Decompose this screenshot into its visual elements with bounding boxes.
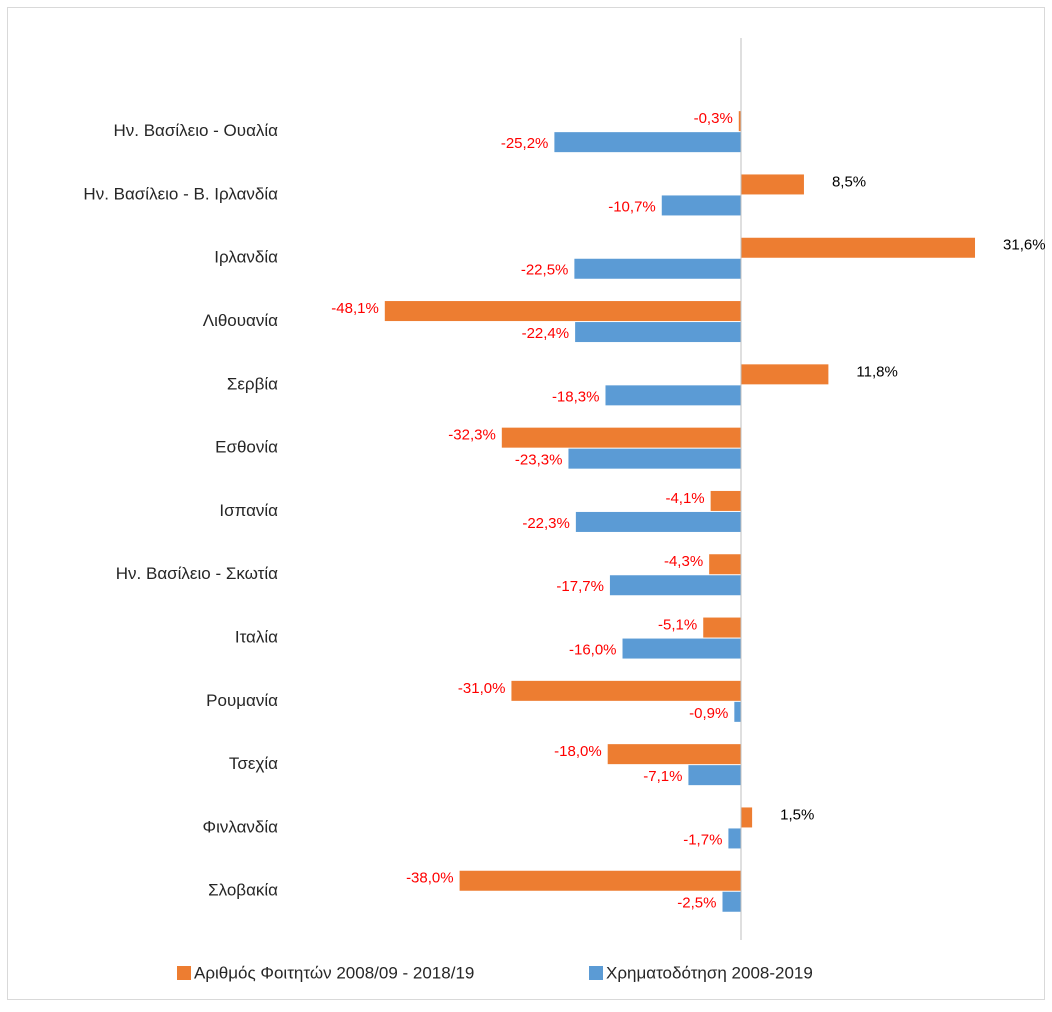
category-label: Ρουμανία	[206, 691, 278, 710]
bar	[728, 828, 742, 849]
bar	[722, 891, 742, 912]
value-label: -0,9%	[689, 705, 728, 722]
category-label: Σλοβακία	[208, 881, 278, 900]
legend-label: Χρηματοδότηση 2008-2019	[606, 963, 813, 982]
chart-border	[7, 7, 1045, 1000]
value-label: -17,7%	[556, 578, 604, 595]
bar	[741, 807, 753, 828]
bar	[575, 511, 742, 532]
bar	[384, 301, 742, 322]
legend-label: Αριθμός Φοιτητών 2008/09 - 2018/19	[194, 963, 474, 982]
bar	[574, 258, 742, 279]
bar	[609, 575, 742, 596]
bar	[661, 195, 742, 216]
bar	[605, 385, 742, 406]
bar	[709, 554, 742, 575]
category-label: Ην. Βασίλειο - Σκωτία	[116, 564, 278, 583]
value-label: -22,3%	[522, 515, 570, 532]
value-label: 8,5%	[832, 173, 866, 190]
value-label: 1,5%	[780, 806, 814, 823]
value-label: -2,5%	[677, 895, 716, 912]
category-label: Φινλανδία	[203, 817, 279, 836]
bar	[741, 364, 829, 385]
category-label: Ην. Βασίλειο - Ουαλία	[113, 121, 278, 140]
value-label: -16,0%	[569, 642, 617, 659]
bar	[554, 132, 742, 153]
bar	[741, 237, 976, 258]
value-label: -31,0%	[458, 680, 506, 697]
category-label: Ην. Βασίλειο - Β. Ιρλανδία	[83, 184, 278, 203]
category-label: Τσεχία	[229, 754, 278, 773]
value-label: -0,3%	[694, 110, 733, 127]
category-label: Ιρλανδία	[214, 248, 278, 267]
bar	[501, 427, 742, 448]
bar	[734, 701, 742, 722]
value-label: -48,1%	[331, 300, 379, 317]
value-label: 31,6%	[1003, 237, 1046, 254]
category-label: Εσθονία	[215, 438, 278, 457]
category-label: Σερβία	[227, 374, 278, 393]
bar	[575, 322, 742, 343]
value-label: -32,3%	[448, 427, 496, 444]
bar	[703, 617, 742, 638]
bar	[459, 870, 742, 891]
legend-swatch	[177, 966, 191, 980]
value-label: 11,8%	[856, 363, 897, 380]
value-label: -4,3%	[664, 553, 703, 570]
bar	[622, 638, 742, 659]
value-label: -7,1%	[643, 768, 682, 785]
value-label: -22,5%	[521, 262, 569, 279]
legend-swatch	[589, 966, 603, 980]
category-label: Λιθουανία	[203, 311, 278, 330]
value-label: -22,4%	[522, 325, 570, 342]
value-label: -18,0%	[554, 743, 602, 760]
category-label: Ισπανία	[219, 501, 278, 520]
category-label: Ιταλία	[235, 628, 278, 647]
value-label: -4,1%	[665, 490, 704, 507]
value-label: -38,0%	[406, 870, 454, 887]
bar	[738, 111, 742, 132]
value-label: -5,1%	[658, 617, 697, 634]
value-label: -25,2%	[501, 135, 549, 152]
value-label: -10,7%	[608, 198, 656, 215]
value-label: -18,3%	[552, 388, 600, 405]
bar	[741, 174, 804, 195]
bar	[688, 765, 742, 786]
bar	[710, 490, 742, 511]
value-label: -23,3%	[515, 452, 563, 469]
value-label: -1,7%	[683, 831, 722, 848]
bar	[568, 448, 742, 469]
bar	[607, 744, 742, 765]
bar	[511, 680, 742, 701]
